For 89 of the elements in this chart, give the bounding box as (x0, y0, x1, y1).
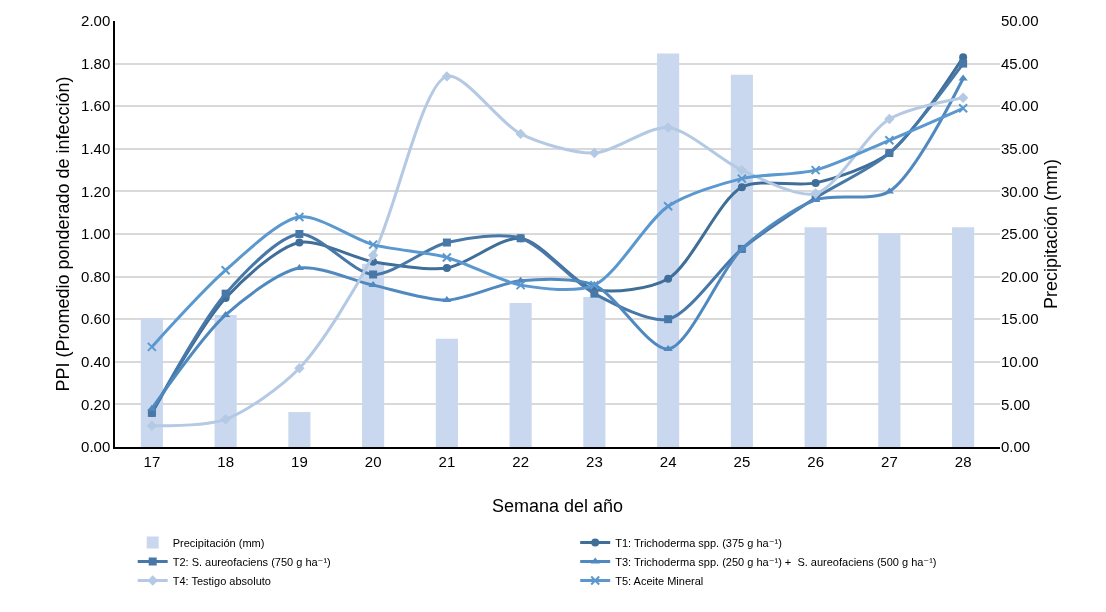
y2-tick-label: 30.00 (1001, 182, 1039, 200)
legend-label: T2: S. aureofaciens (750 g ha⁻¹) (172, 555, 331, 568)
point (884, 113, 895, 125)
legend-label: T4: Testigo absoluto (172, 574, 271, 587)
point (515, 128, 526, 140)
point (663, 345, 673, 352)
x-axis-title: Semana del año (491, 495, 624, 516)
y2-tick-label: 50.00 (1001, 12, 1039, 30)
bar (509, 303, 532, 447)
point (664, 274, 673, 283)
y-tick-label: 0.80 (81, 267, 111, 285)
point (810, 165, 821, 176)
point (515, 280, 526, 291)
point (810, 188, 821, 199)
point (369, 270, 378, 279)
y2-tick-label: 35.00 (1001, 140, 1039, 158)
bar (583, 297, 606, 447)
bar (657, 53, 680, 447)
point (220, 265, 231, 276)
y-tick-label: 0.60 (81, 310, 111, 328)
point (589, 147, 600, 159)
bar (214, 314, 237, 447)
y-tick-label: 2.00 (81, 12, 111, 30)
bar (288, 412, 311, 447)
legend-label: T5: Aceite Mineral (615, 574, 704, 587)
legend-label: T1: Trichoderma spp. (375 g ha⁻¹) (615, 536, 782, 549)
point (442, 264, 451, 273)
point (147, 404, 157, 411)
y2-tick-label: 45.00 (1001, 54, 1039, 72)
bar (804, 227, 827, 447)
y2-tick-label: 5.00 (1001, 395, 1031, 413)
x-tick-label: 28 (954, 452, 972, 470)
y-tick-label: 0.00 (81, 438, 111, 456)
point (442, 238, 451, 247)
y2-axis-title: Precipitación (mm) (1040, 158, 1061, 310)
y-tick-label: 0.20 (81, 395, 111, 413)
y2-tick-label: 10.00 (1001, 353, 1039, 371)
x-tick-label: 21 (438, 452, 456, 470)
point (736, 164, 748, 176)
y2-tick-label: 20.00 (1001, 267, 1039, 285)
bar (878, 233, 901, 447)
x-tick-label: 25 (733, 452, 751, 470)
y-tick-label: 1.00 (81, 225, 111, 243)
point (959, 59, 968, 68)
x-tick-label: 24 (659, 452, 677, 470)
point (294, 211, 305, 222)
point (221, 289, 230, 298)
x-tick-label: 18 (217, 452, 234, 470)
y-tick-label: 1.20 (81, 182, 111, 200)
point (811, 178, 820, 187)
point (958, 74, 968, 81)
point (958, 103, 969, 114)
y2-tick-label: 0.00 (1001, 438, 1031, 456)
point (294, 362, 305, 374)
point (737, 183, 746, 192)
bar (362, 263, 385, 447)
x-tick-label: 26 (807, 452, 824, 470)
y-tick-label: 0.40 (81, 353, 111, 371)
point (146, 341, 157, 352)
bar (952, 227, 975, 447)
legend-label: Precipitación (mm) (172, 536, 265, 549)
point (295, 238, 304, 247)
x-tick-label: 27 (881, 452, 898, 470)
x-tick-label: 17 (143, 452, 161, 470)
y-tick-label: 1.40 (81, 140, 111, 158)
y-axis-title: PPI (Promedio ponderado de infección) (52, 76, 73, 392)
y2-tick-label: 15.00 (1001, 310, 1039, 328)
point (221, 310, 231, 317)
point (663, 201, 674, 212)
x-tick-label: 22 (512, 452, 529, 470)
bar (435, 338, 458, 447)
point (295, 230, 304, 238)
point (736, 173, 747, 184)
y2-tick-label: 40.00 (1001, 97, 1039, 115)
x-tick-label: 20 (364, 452, 382, 470)
point (442, 296, 452, 303)
y2-tick-label: 25.00 (1001, 225, 1039, 243)
legend-label: T3: Trichoderma spp. (250 g ha⁻¹) + S. aureofaciens (500 g ha⁻¹) (615, 555, 937, 568)
point (590, 289, 599, 298)
x-tick-label: 23 (586, 452, 603, 470)
point (441, 252, 452, 263)
point (664, 315, 673, 324)
y-tick-label: 1.80 (81, 54, 111, 72)
bar (730, 74, 753, 447)
point (368, 239, 379, 250)
point (367, 250, 379, 261)
point (884, 135, 895, 146)
y-tick-label: 1.60 (81, 97, 111, 115)
x-tick-label: 19 (291, 452, 308, 470)
